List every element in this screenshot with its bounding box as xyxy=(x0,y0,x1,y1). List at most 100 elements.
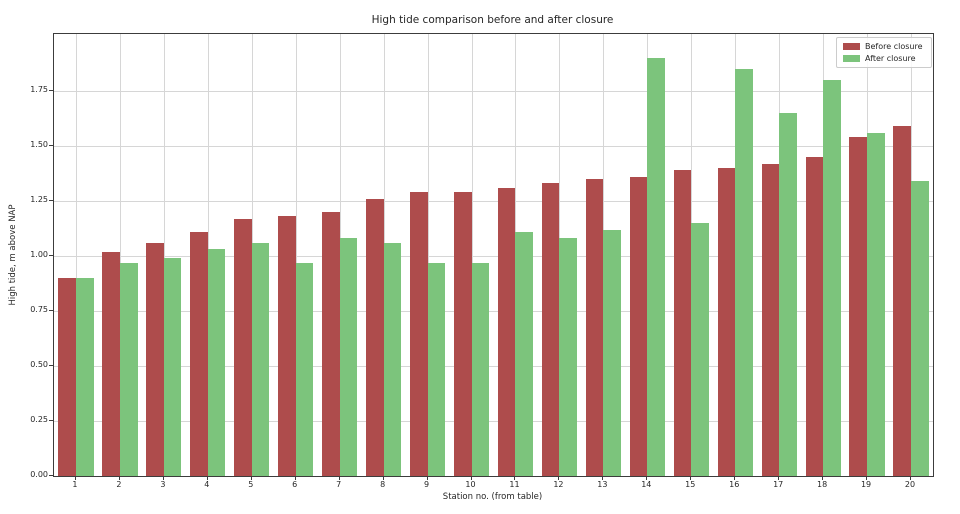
bar-after-station-14 xyxy=(647,58,665,476)
x-tick-label: 19 xyxy=(860,480,872,489)
bar-before-station-5 xyxy=(234,218,252,476)
gridline-horizontal xyxy=(54,91,933,92)
y-tick-label: 0.75 xyxy=(30,305,48,314)
bar-before-station-6 xyxy=(278,216,296,476)
x-tick-mark xyxy=(162,476,164,480)
bar-after-station-6 xyxy=(295,262,314,476)
x-tick-label: 5 xyxy=(248,480,254,489)
bar-after-station-4 xyxy=(207,249,226,476)
x-tick-label: 11 xyxy=(509,480,520,489)
x-tick-label: 13 xyxy=(597,480,608,489)
bar-after-station-15 xyxy=(691,223,709,476)
gridline-vertical xyxy=(119,34,121,476)
bar-after-station-11 xyxy=(515,231,534,476)
gridline-vertical xyxy=(471,34,473,476)
bar-after-station-13 xyxy=(603,229,621,476)
legend-label-before: Before closure xyxy=(865,42,923,51)
y-tick-mark xyxy=(49,145,53,146)
bar-after-station-7 xyxy=(339,238,358,476)
gridline-vertical xyxy=(427,34,429,476)
bar-after-station-3 xyxy=(163,258,182,476)
x-tick-label: 2 xyxy=(116,480,122,489)
bar-before-station-20 xyxy=(893,126,912,476)
x-tick-mark xyxy=(822,476,824,480)
bar-after-station-17 xyxy=(779,113,797,476)
bar-after-station-20 xyxy=(911,181,929,476)
x-tick-label: 8 xyxy=(380,480,386,489)
bar-before-station-8 xyxy=(366,198,384,476)
y-tick-mark xyxy=(49,310,53,311)
x-axis-label: Station no. (from table) xyxy=(442,492,543,502)
y-tick-label: 1.00 xyxy=(30,250,48,259)
bar-after-station-5 xyxy=(251,242,270,476)
legend-label-after: After closure xyxy=(865,54,916,63)
x-tick-label: 10 xyxy=(465,480,476,489)
y-tick-mark xyxy=(49,475,53,476)
x-tick-label: 17 xyxy=(773,480,784,489)
bar-before-station-11 xyxy=(497,187,516,476)
x-tick-mark xyxy=(558,476,560,480)
bar-after-station-2 xyxy=(119,262,138,476)
x-tick-mark xyxy=(470,476,472,480)
bar-before-station-15 xyxy=(673,170,692,476)
x-tick-mark xyxy=(382,476,384,480)
x-tick-mark xyxy=(690,476,692,480)
gridline-horizontal xyxy=(54,421,933,422)
bar-after-station-10 xyxy=(471,262,490,476)
bar-before-station-1 xyxy=(58,278,76,476)
x-tick-mark xyxy=(294,476,296,480)
x-tick-mark xyxy=(734,476,736,480)
gridline-vertical xyxy=(295,34,297,476)
x-tick-label: 16 xyxy=(729,480,740,489)
x-tick-mark xyxy=(910,476,912,480)
bar-before-station-18 xyxy=(805,157,824,476)
bar-before-station-2 xyxy=(102,251,120,476)
y-tick-label: 0.25 xyxy=(30,415,48,424)
bar-before-station-10 xyxy=(453,192,472,476)
y-tick-label: 0.00 xyxy=(30,470,48,479)
x-tick-label: 7 xyxy=(336,480,342,489)
x-tick-mark xyxy=(250,476,252,480)
y-tick-mark xyxy=(49,90,53,91)
x-tick-label: 3 xyxy=(160,480,166,489)
gridline-horizontal xyxy=(54,146,933,147)
x-tick-label: 6 xyxy=(292,480,298,489)
bar-after-station-12 xyxy=(559,238,577,476)
chart-title: High tide comparison before and after cl… xyxy=(371,14,614,26)
y-tick-label: 1.75 xyxy=(30,85,48,94)
bar-before-station-7 xyxy=(322,212,340,476)
x-tick-label: 4 xyxy=(204,480,210,489)
x-tick-label: 18 xyxy=(817,480,828,489)
x-tick-label: 1 xyxy=(72,480,78,489)
y-tick-mark xyxy=(49,200,53,201)
bar-before-station-19 xyxy=(849,137,868,476)
y-tick-mark xyxy=(49,255,53,256)
bar-before-station-12 xyxy=(541,183,560,476)
x-tick-mark xyxy=(602,476,604,480)
bar-before-station-9 xyxy=(409,192,428,476)
gridline-horizontal xyxy=(54,256,933,257)
x-tick-mark xyxy=(206,476,208,480)
x-tick-label: 20 xyxy=(904,480,916,489)
x-tick-mark xyxy=(514,476,516,480)
y-axis-label: High tide, m above NAP xyxy=(8,204,18,306)
bar-before-station-3 xyxy=(146,242,164,476)
bar-after-station-9 xyxy=(427,262,446,476)
legend-item-after: After closure xyxy=(843,54,923,63)
bar-before-station-14 xyxy=(629,176,648,476)
bar-before-station-16 xyxy=(717,168,736,476)
y-tick-mark xyxy=(49,420,53,421)
plot-area xyxy=(53,33,934,477)
gridline-vertical xyxy=(75,34,77,476)
bar-after-station-18 xyxy=(823,80,841,476)
bar-after-station-1 xyxy=(75,278,94,476)
x-tick-mark xyxy=(118,476,120,480)
bar-before-station-4 xyxy=(190,231,208,476)
y-tick-label: 1.25 xyxy=(30,195,48,204)
y-tick-label: 1.50 xyxy=(30,140,48,149)
x-tick-mark xyxy=(74,476,76,480)
gridline-horizontal xyxy=(54,366,933,367)
legend-item-before: Before closure xyxy=(843,42,923,51)
gridline-horizontal xyxy=(54,311,933,312)
